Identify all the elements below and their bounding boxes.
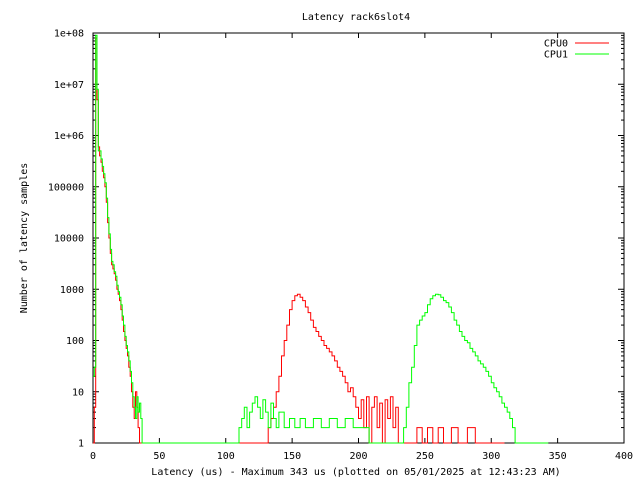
y-tick-label: 1000 [60,285,84,296]
x-tick-label: 250 [416,451,434,462]
chart-title: Latency rack6slot4 [302,12,410,23]
series-line-cpu1 [93,34,549,444]
y-tick-label: 1e+08 [54,29,84,40]
x-axis-label: Latency (us) - Maximum 343 us (plotted o… [151,467,560,478]
x-tick-label: 0 [90,451,96,462]
y-axis-label: Number of latency samples [19,163,30,314]
legend-label-cpu1: CPU1 [544,50,568,61]
x-tick-label: 50 [153,451,165,462]
y-tick-label: 100 [66,336,84,347]
y-tick-label: 1e+06 [54,131,84,142]
x-tick-label: 150 [283,451,301,462]
y-tick-label: 10000 [54,234,84,245]
y-tick-label: 10 [72,387,84,398]
x-tick-label: 200 [349,451,367,462]
legend-label-cpu0: CPU0 [544,39,568,50]
series-line-cpu0 [93,37,505,444]
y-tick-label: 100000 [48,182,84,193]
x-tick-label: 100 [217,451,235,462]
x-tick-label: 350 [549,451,567,462]
y-tick-label: 1e+07 [54,80,84,91]
plot-frame [92,32,625,444]
series-layer [93,34,549,444]
x-tick-label: 300 [482,451,500,462]
x-tick-label: 400 [615,451,633,462]
y-tick-label: 1 [78,439,84,450]
